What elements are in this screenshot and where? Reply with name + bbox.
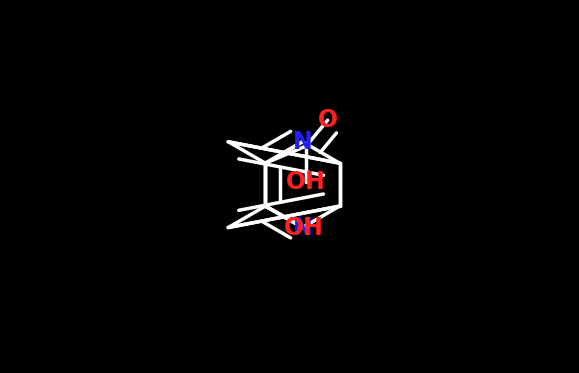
Text: O: O — [317, 108, 338, 132]
Text: N: N — [292, 216, 313, 239]
Text: OH: OH — [284, 216, 324, 239]
Text: N: N — [292, 130, 313, 154]
Text: OH: OH — [286, 170, 326, 194]
